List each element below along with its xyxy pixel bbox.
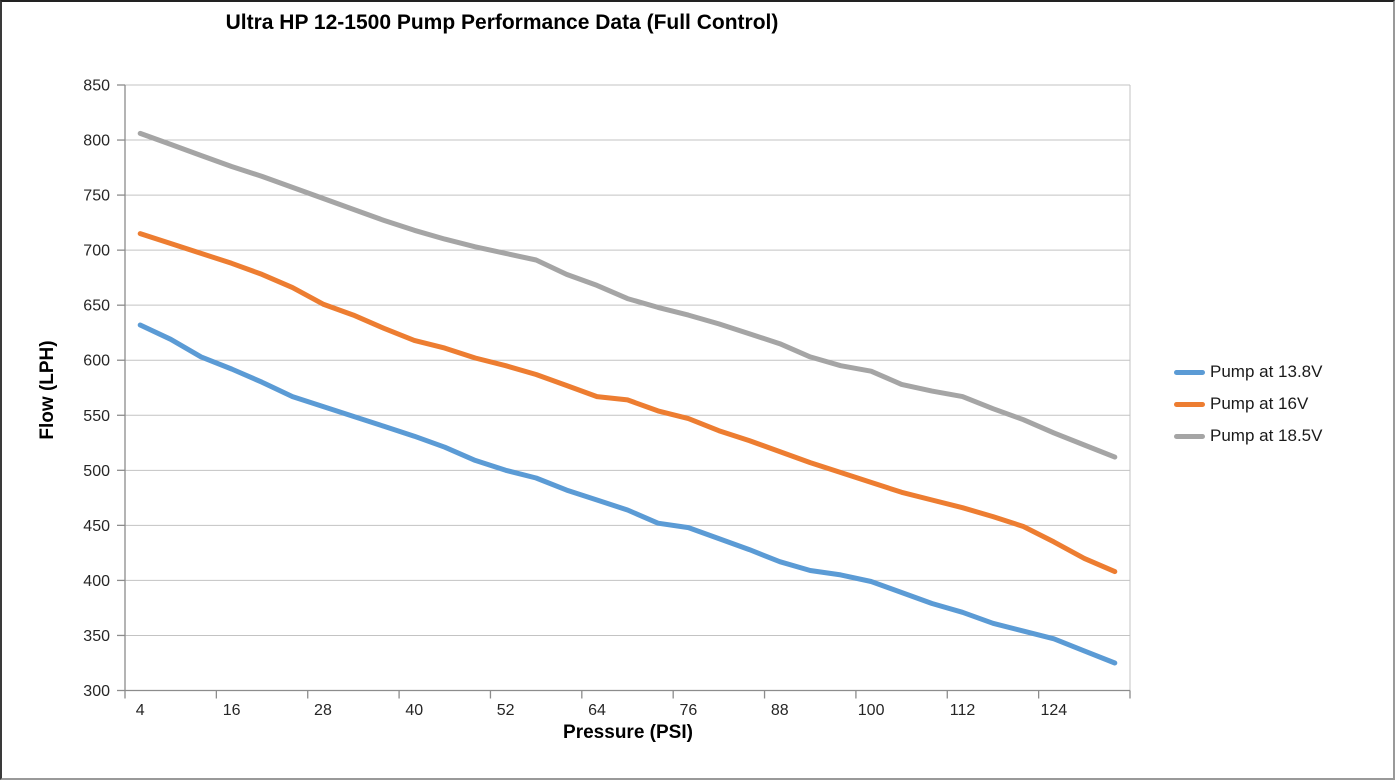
x-tick-label: 16 bbox=[223, 702, 241, 719]
x-tick-label: 76 bbox=[680, 702, 698, 719]
series-line-1[interactable] bbox=[137, 322, 1118, 666]
legend-swatch-icon bbox=[1174, 369, 1205, 375]
x-tick-label: 4 bbox=[136, 702, 145, 719]
y-tick-label: 650 bbox=[83, 298, 110, 315]
legend-swatch-icon bbox=[1174, 433, 1205, 439]
legend-label: Pump at 18.5V bbox=[1210, 426, 1323, 445]
y-tick-label: 300 bbox=[83, 683, 110, 700]
legend-item-3[interactable]: Pump at 18.5V bbox=[1174, 426, 1322, 446]
y-tick-label: 750 bbox=[83, 188, 110, 205]
x-tick-label: 100 bbox=[858, 702, 885, 719]
legend: Pump at 13.8V Pump at 16V Pump at 18.5V bbox=[1174, 362, 1322, 458]
y-tick-label: 450 bbox=[83, 518, 110, 535]
series-line-3[interactable] bbox=[137, 130, 1118, 460]
legend-item-2[interactable]: Pump at 16V bbox=[1174, 394, 1322, 414]
legend-label: Pump at 13.8V bbox=[1210, 362, 1323, 381]
y-tick-label: 700 bbox=[83, 243, 110, 260]
x-tick-label: 52 bbox=[497, 702, 515, 719]
y-axis-title: Flow (LPH) bbox=[37, 340, 58, 440]
y-tick-label: 350 bbox=[83, 628, 110, 645]
legend-label: Pump at 16V bbox=[1210, 394, 1309, 413]
x-tick-label: 112 bbox=[950, 702, 976, 719]
x-axis-title: Pressure (PSI) bbox=[563, 722, 693, 743]
x-tick-label: 28 bbox=[314, 702, 332, 719]
x-tick-label: 124 bbox=[1041, 702, 1068, 719]
y-tick-label: 600 bbox=[83, 353, 110, 370]
y-tick-label: 400 bbox=[83, 573, 110, 590]
x-tick-label: 40 bbox=[405, 702, 423, 719]
y-tick-label: 550 bbox=[83, 408, 110, 425]
y-tick-label: 850 bbox=[83, 78, 110, 95]
x-tick-label: 88 bbox=[771, 702, 789, 719]
series-line-2[interactable] bbox=[137, 231, 1118, 575]
y-tick-label: 800 bbox=[83, 133, 110, 150]
legend-item-1[interactable]: Pump at 13.8V bbox=[1174, 362, 1322, 382]
chart-title: Ultra HP 12-1500 Pump Performance Data (… bbox=[225, 11, 779, 34]
legend-swatch-icon bbox=[1174, 401, 1205, 407]
y-tick-label: 500 bbox=[83, 463, 110, 480]
x-tick-label: 64 bbox=[588, 702, 606, 719]
